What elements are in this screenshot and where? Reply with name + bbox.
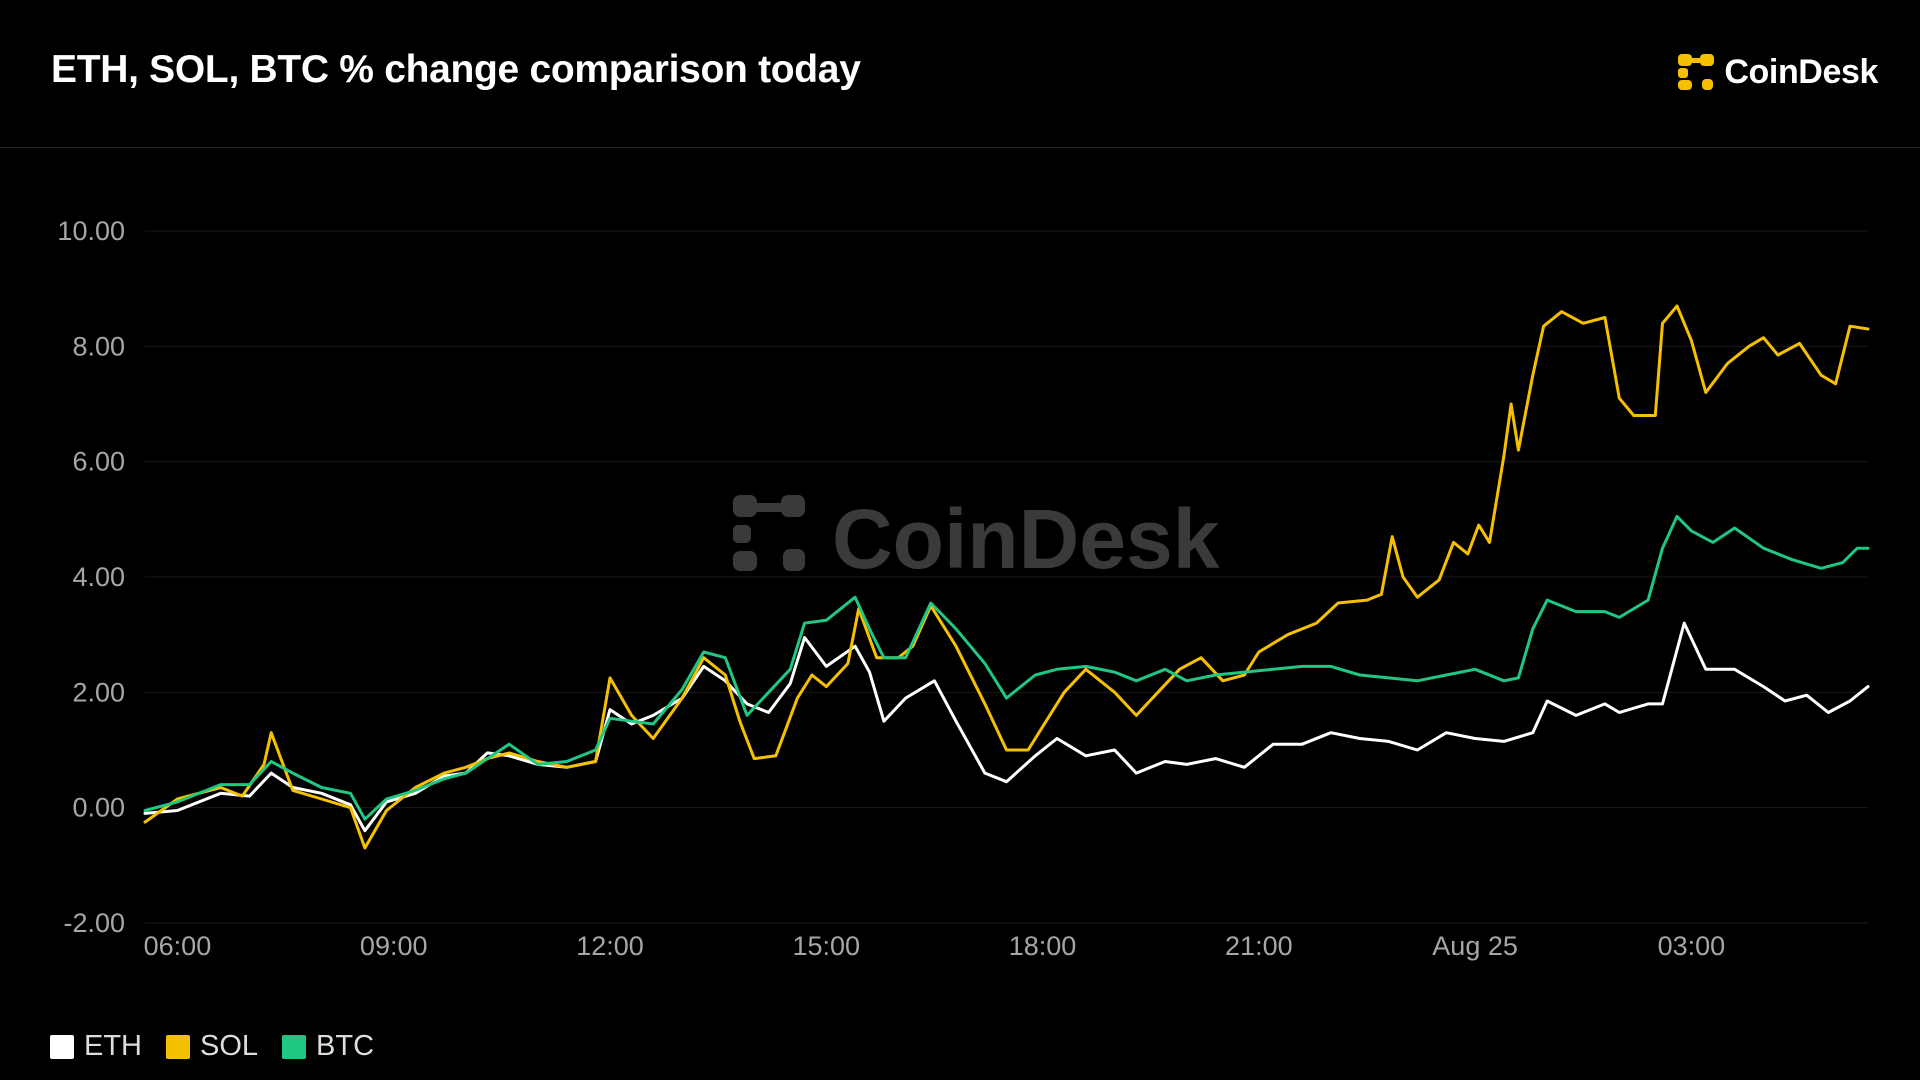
- y-tick-label: 8.00: [72, 331, 125, 361]
- legend-swatch-sol: [166, 1034, 190, 1059]
- x-tick-label: 12:00: [576, 931, 644, 961]
- watermark-text: CoinDesk: [832, 492, 1220, 586]
- legend-label-btc: BTC: [316, 1030, 375, 1062]
- coindesk-watermark: CoinDesk: [733, 492, 1220, 586]
- x-tick-label: 15:00: [792, 931, 860, 961]
- y-axis-ticks: 10.00 8.00 6.00 4.00 2.00 0.00 -2.00: [57, 216, 125, 938]
- legend-swatch-eth: [50, 1034, 74, 1059]
- x-tick-label: Aug 25: [1432, 931, 1518, 961]
- x-tick-label: 09:00: [360, 931, 428, 961]
- series-line-sol[interactable]: [143, 304, 1870, 850]
- y-tick-label: 2.00: [72, 677, 125, 707]
- brand[interactable]: CoinDesk: [1676, 50, 1878, 94]
- series-lines: [143, 304, 1870, 850]
- series-line-btc[interactable]: [143, 514, 1870, 821]
- legend-item-btc[interactable]: BTC: [282, 1030, 374, 1063]
- legend-item-eth[interactable]: ETH: [50, 1030, 142, 1063]
- brand-name: CoinDesk: [1724, 52, 1878, 91]
- legend-label-sol: SOL: [200, 1030, 259, 1062]
- x-tick-label: 21:00: [1225, 931, 1293, 961]
- x-tick-label: 06:00: [144, 931, 212, 961]
- grid-lines: [145, 230, 1868, 924]
- y-tick-label: -2.00: [63, 908, 125, 938]
- series-line-eth[interactable]: [143, 621, 1870, 833]
- chart-title: ETH, SOL, BTC % change comparison today: [51, 48, 861, 91]
- legend-label-eth: ETH: [84, 1030, 142, 1062]
- x-tick-label: 18:00: [1009, 931, 1077, 961]
- chart-header: ETH, SOL, BTC % change comparison today …: [0, 0, 1920, 148]
- legend-item-sol[interactable]: SOL: [166, 1030, 258, 1063]
- legend-swatch-btc: [282, 1034, 307, 1059]
- y-tick-label: 10.00: [57, 216, 125, 246]
- x-tick-label: 03:00: [1658, 931, 1726, 961]
- x-axis-ticks: 06:00 09:00 12:00 15:00 18:00 21:00 Aug 25 03:0…: [144, 931, 1726, 961]
- y-tick-label: 4.00: [72, 562, 125, 592]
- y-tick-label: 0.00: [72, 793, 125, 823]
- chart-legend: ETH SOL BTC: [50, 1030, 374, 1063]
- line-chart: CoinDesk 10.008.006.004.002.000.00-2.00 …: [57, 216, 1870, 961]
- y-tick-label: 6.00: [72, 447, 125, 477]
- coindesk-logo-icon: [1678, 54, 1715, 90]
